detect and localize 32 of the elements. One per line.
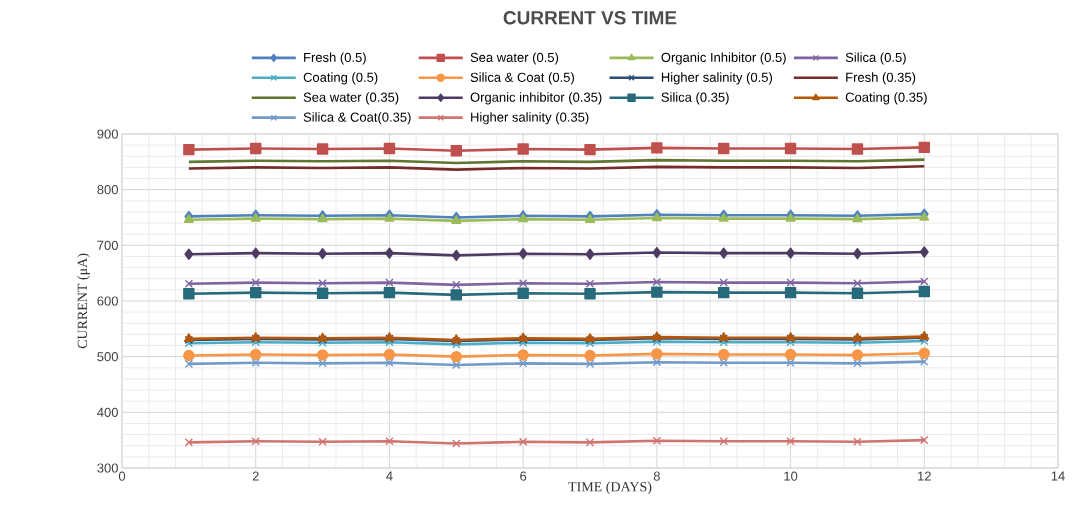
x-tick-label: 8 xyxy=(653,471,660,481)
x-tick-label: 4 xyxy=(386,471,393,481)
legend-label: Organic inhibitor (0.35) xyxy=(470,92,602,105)
legend-label: Coating (0.35) xyxy=(845,92,927,105)
legend-label: Higher salinity (0.35) xyxy=(471,112,589,125)
legend-label: Fresh (0.35) xyxy=(846,72,916,85)
legend-label: Silica (0.5) xyxy=(845,52,906,65)
x-tick-label: 0 xyxy=(118,471,126,481)
y-tick-label: 400 xyxy=(97,407,118,417)
legend-label: Organic Inhibitor (0.5) xyxy=(661,52,786,65)
legend-label: Silica & Coat (0.5) xyxy=(470,72,574,85)
legend-label: Silica & Coat(0.35) xyxy=(303,112,411,125)
y-axis-title: CURRENT (μA) xyxy=(77,253,90,349)
y-tick-label: 900 xyxy=(97,129,118,139)
x-tick-label: 14 xyxy=(1051,471,1065,481)
chart-title: CURRENT VS TIME xyxy=(503,11,677,25)
y-tick-label: 300 xyxy=(97,463,118,473)
legend-label: Sea water (0.5) xyxy=(470,52,559,65)
x-tick-label: 2 xyxy=(252,471,259,481)
legend-label: Silica (0.35) xyxy=(661,92,729,105)
y-tick-label: 500 xyxy=(97,352,118,362)
x-tick-label: 12 xyxy=(918,471,931,481)
x-tick-label: 6 xyxy=(520,471,527,481)
y-tick-label: 700 xyxy=(97,240,118,250)
legend-label: Coating (0.5) xyxy=(303,72,378,85)
y-tick-label: 800 xyxy=(97,185,118,195)
legend-label: Sea water (0.35) xyxy=(303,92,399,105)
y-tick-label: 600 xyxy=(97,296,118,306)
x-tick-label: 10 xyxy=(784,471,798,481)
legend-label: Fresh (0.5) xyxy=(304,52,366,65)
legend-label: Higher salinity (0.5) xyxy=(661,72,772,85)
x-axis-title: TIME (DAYS) xyxy=(568,481,652,495)
